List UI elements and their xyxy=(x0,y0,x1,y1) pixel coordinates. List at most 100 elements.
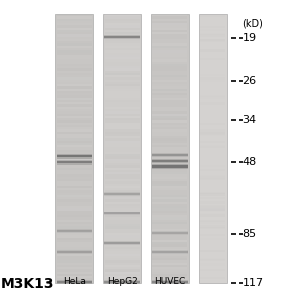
Bar xyxy=(152,229,187,231)
Bar xyxy=(57,204,92,206)
Bar xyxy=(152,236,187,238)
Bar xyxy=(152,111,187,113)
Text: 26: 26 xyxy=(243,76,257,86)
Bar xyxy=(200,193,225,196)
Bar xyxy=(105,213,140,215)
Bar xyxy=(105,260,140,262)
Bar xyxy=(200,131,225,134)
Bar xyxy=(200,214,225,217)
Bar xyxy=(105,138,140,141)
Bar xyxy=(105,14,140,16)
Bar xyxy=(200,102,225,105)
Bar xyxy=(200,220,225,222)
Bar xyxy=(105,256,140,258)
Bar xyxy=(152,98,187,100)
Bar xyxy=(152,163,187,165)
Bar xyxy=(105,84,140,86)
Bar xyxy=(57,206,92,208)
Bar xyxy=(200,215,225,217)
Bar xyxy=(57,152,92,154)
Bar xyxy=(56,160,92,162)
Bar xyxy=(152,252,188,254)
Bar xyxy=(104,212,140,214)
Bar xyxy=(152,188,187,190)
Bar xyxy=(57,218,92,220)
Bar xyxy=(57,134,92,136)
Bar xyxy=(105,238,140,240)
Bar xyxy=(57,188,92,190)
Bar xyxy=(105,93,140,95)
Bar xyxy=(152,280,187,283)
Bar xyxy=(105,202,140,204)
Bar xyxy=(105,73,140,75)
Bar xyxy=(200,29,225,31)
Bar xyxy=(152,281,188,283)
Bar xyxy=(105,211,140,213)
Bar xyxy=(104,194,140,196)
Bar xyxy=(152,91,187,93)
Bar xyxy=(57,262,92,265)
Bar xyxy=(57,28,92,30)
Bar xyxy=(200,50,225,52)
Bar xyxy=(200,123,225,125)
Bar xyxy=(105,199,140,202)
Bar xyxy=(105,224,140,226)
Bar xyxy=(105,86,140,89)
Bar xyxy=(57,64,92,66)
Bar xyxy=(152,159,188,161)
Bar xyxy=(105,77,140,80)
Bar xyxy=(152,262,187,265)
Text: M3K13: M3K13 xyxy=(1,278,54,291)
Bar xyxy=(105,132,140,134)
Bar xyxy=(57,80,92,82)
Bar xyxy=(56,14,93,283)
Bar xyxy=(56,231,92,233)
Bar xyxy=(57,238,92,240)
Bar xyxy=(200,201,225,204)
Bar xyxy=(200,134,225,136)
Bar xyxy=(200,259,225,261)
Bar xyxy=(105,55,140,57)
Bar xyxy=(152,161,187,163)
Bar xyxy=(57,199,92,202)
Bar xyxy=(200,192,225,194)
Bar xyxy=(200,263,225,266)
Bar xyxy=(152,213,187,215)
Bar xyxy=(152,267,187,269)
Bar xyxy=(105,122,140,125)
Bar xyxy=(57,93,92,95)
Bar xyxy=(57,276,92,278)
Bar xyxy=(200,49,225,52)
Bar xyxy=(57,21,92,23)
Bar xyxy=(152,170,187,172)
Bar xyxy=(105,258,140,260)
Bar xyxy=(57,208,92,211)
Bar xyxy=(152,172,187,175)
Bar xyxy=(152,240,187,242)
Bar xyxy=(56,252,92,254)
Bar xyxy=(57,37,92,39)
Bar xyxy=(105,197,140,199)
Bar xyxy=(57,226,92,229)
Bar xyxy=(105,226,140,229)
Bar xyxy=(152,120,187,122)
Bar xyxy=(152,272,187,274)
Bar xyxy=(57,247,92,249)
Bar xyxy=(105,172,140,175)
Bar xyxy=(200,234,225,236)
Bar xyxy=(105,104,140,107)
Bar xyxy=(57,116,92,118)
Bar xyxy=(200,208,225,211)
Bar xyxy=(152,250,188,252)
Bar xyxy=(152,276,187,278)
Bar xyxy=(200,129,225,131)
Text: (kD): (kD) xyxy=(243,18,263,28)
Bar xyxy=(152,215,187,218)
Bar xyxy=(105,59,140,62)
Bar xyxy=(152,107,187,109)
Bar xyxy=(57,272,92,274)
Bar xyxy=(104,35,140,37)
Bar xyxy=(105,75,140,77)
Bar xyxy=(104,37,140,39)
Bar xyxy=(104,212,140,213)
